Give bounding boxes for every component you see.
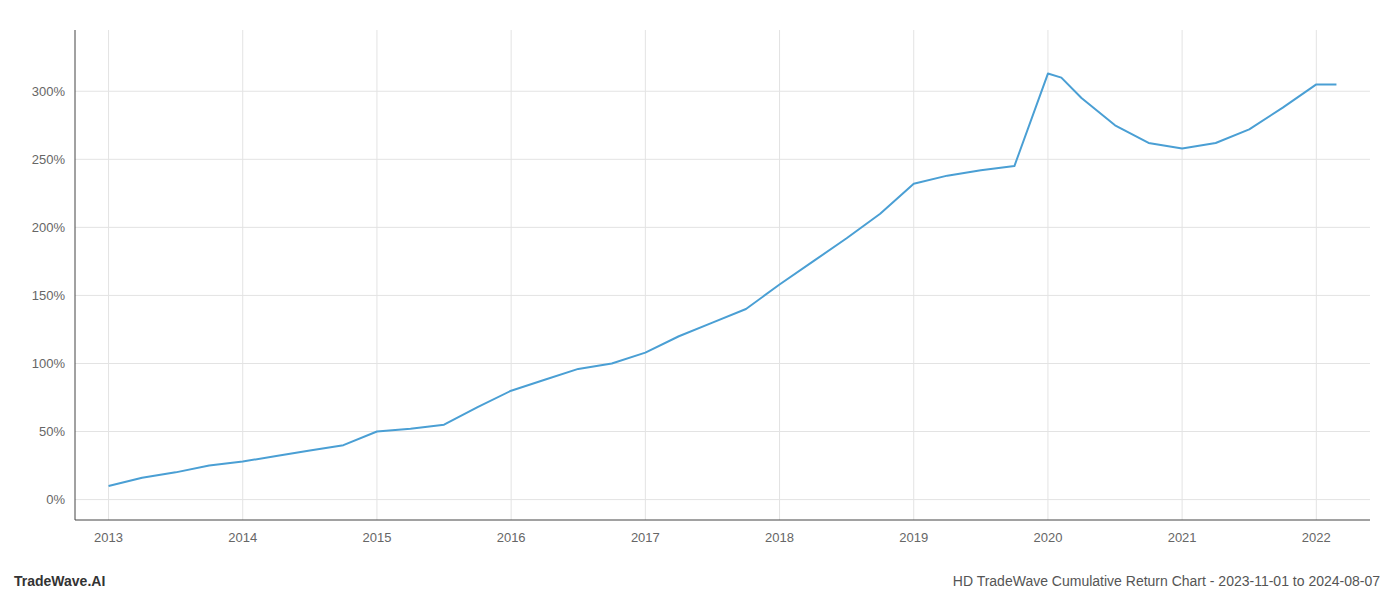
y-tick-label: 150%: [32, 288, 66, 303]
plot-area: [109, 74, 1337, 486]
x-tick-label: 2019: [899, 530, 928, 545]
x-tick-label: 2017: [631, 530, 660, 545]
axes: 2013 2014 2015 2016 2017 2018 2019 2020 2021 2022…: [32, 30, 1370, 545]
x-grid-line: [1182, 30, 1183, 520]
x-grid-line: [511, 30, 512, 520]
x-tick-label: 2020: [1033, 530, 1062, 545]
x-tick-label: 2013: [94, 530, 123, 545]
x-tick-label: 2018: [765, 530, 794, 545]
x-tick-label: 2016: [497, 530, 526, 545]
y-grid-line: [75, 431, 1370, 432]
y-tick-label: 300%: [32, 84, 66, 99]
line: [109, 74, 1337, 486]
x-grid-line: [1047, 30, 1048, 520]
y-grid-line: [75, 295, 1370, 296]
x-tick-label: 2014: [228, 530, 257, 545]
grid: [75, 30, 1370, 520]
y-grid-line: [75, 91, 1370, 92]
x-tick-label: 2021: [1168, 530, 1197, 545]
x-grid-line: [1316, 30, 1317, 520]
x-axis-line: [75, 520, 1370, 521]
x-tick-label: 2015: [362, 530, 391, 545]
y-axis-line: [75, 30, 76, 520]
y-tick-label: 0%: [46, 492, 65, 507]
x-grid-line: [242, 30, 243, 520]
y-grid-line: [75, 499, 1370, 500]
chart: 2013 2014 2015 2016 2017 2018 2019 2020 2021 2022…: [0, 0, 1400, 600]
y-grid-line: [75, 227, 1370, 228]
x-grid-line: [108, 30, 109, 520]
y-tick-label: 250%: [32, 152, 66, 167]
x-grid-line: [913, 30, 914, 520]
x-grid-line: [779, 30, 780, 520]
x-grid-line: [645, 30, 646, 520]
y-tick-label: 100%: [32, 356, 66, 371]
y-tick-label: 50%: [39, 424, 65, 439]
x-tick-label: 2022: [1302, 530, 1331, 545]
y-grid-line: [75, 363, 1370, 364]
watermark: TradeWave.AI: [14, 573, 105, 589]
y-tick-label: 200%: [32, 220, 66, 235]
title: HD TradeWave Cumulative Return Chart - 2…: [953, 573, 1380, 589]
x-grid-line: [376, 30, 377, 520]
y-grid-line: [75, 159, 1370, 160]
